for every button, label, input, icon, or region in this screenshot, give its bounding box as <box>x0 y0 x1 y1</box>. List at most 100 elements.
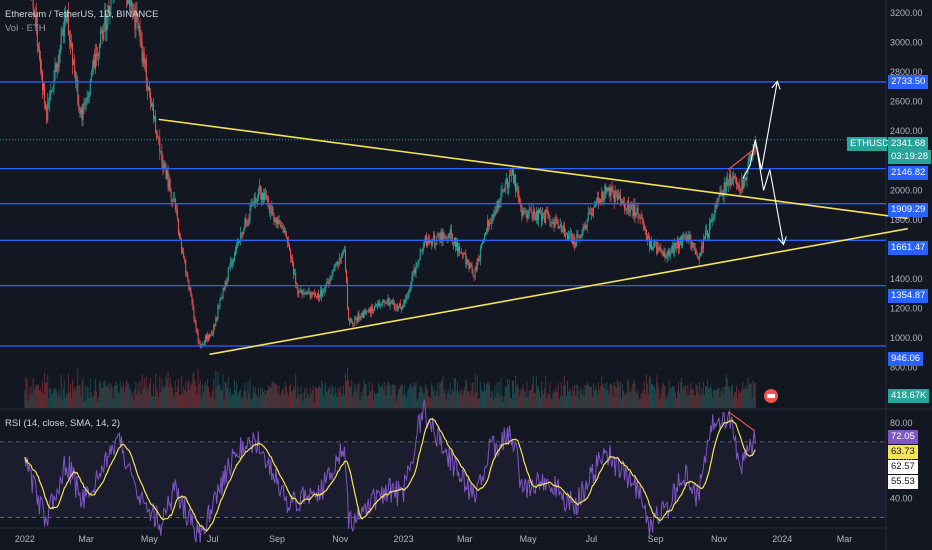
volume-bar <box>33 389 35 408</box>
candle <box>43 84 45 91</box>
time-tick-label: 2024 <box>772 534 792 544</box>
candle <box>609 187 611 196</box>
candle <box>495 211 497 213</box>
volume-bar <box>429 396 431 408</box>
volume-bar <box>579 390 581 408</box>
volume-bar <box>94 379 96 408</box>
volume-bar <box>697 392 699 408</box>
candle <box>653 245 655 248</box>
volume-bar <box>723 387 725 408</box>
volume-bar <box>440 383 442 408</box>
candle <box>204 335 206 343</box>
candle <box>167 170 169 189</box>
candle <box>390 302 392 304</box>
volume-bar <box>655 390 657 408</box>
candle <box>260 193 262 200</box>
candle <box>605 186 607 193</box>
volume-bar <box>363 380 365 408</box>
candle <box>411 276 413 284</box>
volume-bar <box>272 382 274 408</box>
volume-bar <box>168 387 170 408</box>
volume-bar <box>84 386 86 408</box>
candle <box>464 253 466 254</box>
candle <box>397 306 399 309</box>
candle <box>381 303 383 306</box>
candle <box>643 224 645 230</box>
candle <box>196 329 198 333</box>
candle <box>475 267 477 270</box>
volume-bar <box>584 384 586 408</box>
volume-bar <box>485 390 487 408</box>
candle <box>482 239 484 243</box>
candle <box>407 295 409 298</box>
volume-bar <box>430 398 432 408</box>
volume-bar <box>716 389 718 408</box>
candle <box>742 179 744 189</box>
candle <box>275 217 277 223</box>
candle <box>147 87 149 91</box>
volume-bar <box>74 387 76 408</box>
volume-bar <box>193 371 195 408</box>
volume-bar <box>299 396 301 408</box>
volume-bar <box>323 396 325 408</box>
volume-bar <box>410 382 412 408</box>
volume-bar <box>213 378 215 408</box>
candle <box>176 210 178 219</box>
volume-bar <box>247 382 249 408</box>
candle <box>84 102 86 106</box>
volume-bar <box>553 390 555 408</box>
candle <box>741 179 743 191</box>
volume-bar <box>554 391 556 408</box>
volume-bar <box>472 382 474 408</box>
candle <box>60 30 62 50</box>
candle <box>458 246 460 252</box>
volume-bar <box>623 390 625 408</box>
volume-bar <box>597 394 599 408</box>
candle <box>378 301 380 306</box>
candle <box>300 290 302 292</box>
volume-bar <box>419 385 421 408</box>
volume-bar <box>229 388 231 408</box>
rsi-ma-line <box>24 418 756 532</box>
candle <box>311 292 313 295</box>
candle <box>133 12 135 14</box>
countdown-badge: 03:19:28 <box>888 150 931 164</box>
volume-bar <box>105 385 107 408</box>
time-tick-label: 2022 <box>15 534 35 544</box>
volume-bar <box>578 398 580 408</box>
candle <box>105 14 107 32</box>
candle <box>403 303 405 307</box>
candle <box>91 66 93 73</box>
candle <box>164 164 166 166</box>
time-tick-label: 2023 <box>394 534 414 544</box>
chart-title: Ethereum / TetherUS, 1D, BINANCE <box>5 9 159 20</box>
candle <box>496 201 498 213</box>
volume-bar <box>676 390 678 408</box>
candle <box>740 189 742 191</box>
candle <box>728 174 730 183</box>
volume-bar <box>519 396 521 408</box>
volume-bar <box>298 394 300 408</box>
candle <box>266 194 268 199</box>
volume-bar <box>413 382 415 408</box>
volume-bar <box>176 387 178 408</box>
candle <box>587 212 589 220</box>
candle <box>701 246 703 249</box>
volume-bar <box>632 384 634 408</box>
volume-bar <box>517 384 519 408</box>
volume-bar <box>568 391 570 408</box>
volume-bar <box>250 400 252 408</box>
volume-bar <box>491 390 493 408</box>
volume-bar <box>746 389 748 408</box>
candle <box>623 201 625 204</box>
volume-bar <box>724 386 726 408</box>
volume-bar <box>417 398 419 408</box>
volume-bar <box>643 381 645 408</box>
candle <box>547 210 549 215</box>
time-tick-label: Nov <box>711 534 728 544</box>
candle <box>223 288 225 290</box>
volume-bar <box>381 386 383 408</box>
candle <box>736 177 738 185</box>
volume-bar <box>110 383 112 408</box>
